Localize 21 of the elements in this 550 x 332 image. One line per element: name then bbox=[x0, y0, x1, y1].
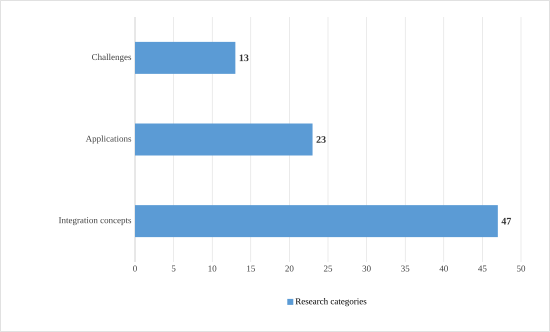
bar bbox=[135, 42, 236, 74]
bar bbox=[135, 124, 313, 156]
x-tick-label: 5 bbox=[172, 266, 176, 272]
x-tick-label: 0 bbox=[133, 266, 137, 272]
data-label: 13 bbox=[240, 54, 248, 62]
x-tick-label: 15 bbox=[247, 266, 255, 272]
y-tick-label: Challenges bbox=[92, 54, 132, 62]
data-label: 23 bbox=[316, 136, 326, 143]
y-tick-label: Applications bbox=[86, 135, 132, 144]
bar bbox=[135, 205, 498, 238]
x-tick-label: 50 bbox=[517, 266, 526, 272]
x-tick-label: 40 bbox=[439, 266, 448, 272]
x-tick-label: 25 bbox=[324, 266, 332, 272]
x-tick-label: 30 bbox=[362, 266, 371, 272]
data-label: 47 bbox=[502, 218, 512, 224]
legend-label: Research categories bbox=[296, 298, 366, 306]
x-tick-label: 20 bbox=[285, 266, 294, 272]
x-tick-label: 45 bbox=[478, 266, 487, 272]
x-tick-label: 10 bbox=[208, 266, 216, 272]
x-tick-label: 35 bbox=[401, 266, 410, 272]
y-tick-label: Integration concepts bbox=[58, 217, 132, 226]
